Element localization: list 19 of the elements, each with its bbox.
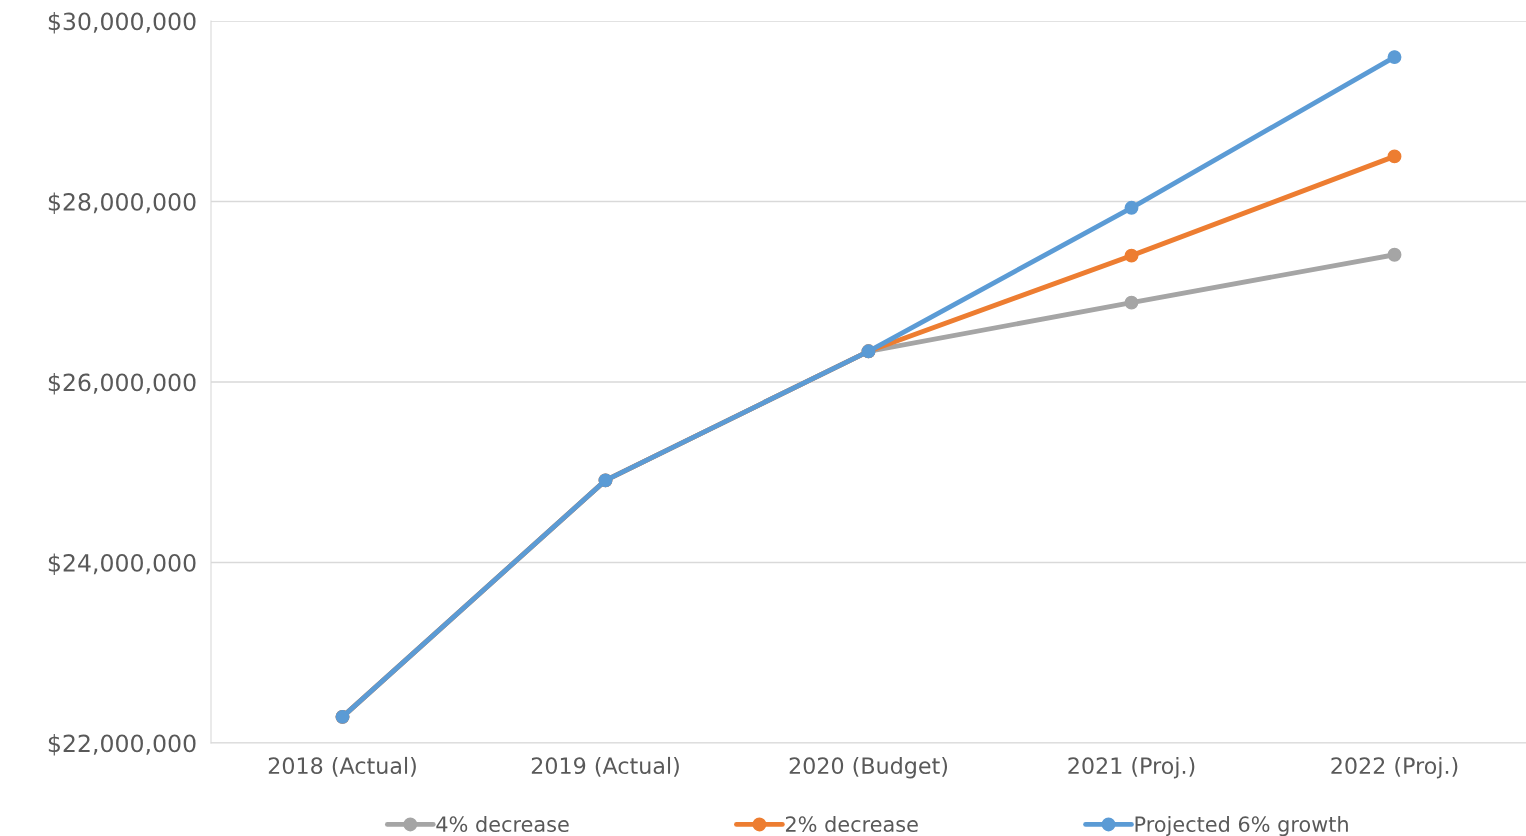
point: [1124, 248, 1139, 263]
x-tick-label: 2020 (Budget): [789, 756, 948, 779]
x-tick-label: 2022 (Proj.): [1331, 756, 1458, 779]
point: [1124, 200, 1139, 215]
x-tick-label: 2018 (Actual): [268, 756, 416, 777]
x-tick-label: 2019 (Actual): [531, 756, 679, 777]
point: [1387, 247, 1402, 262]
point: [1387, 149, 1402, 164]
x-tick-label: 2021 (Proj.): [1068, 756, 1195, 779]
y-tick-label: $30,000,000: [48, 12, 196, 34]
y-tick-label: $22,000,000: [48, 734, 196, 756]
y-tick-label: $28,000,000: [48, 192, 196, 214]
legend-label: 2% decrease: [785, 815, 918, 833]
point: [1124, 295, 1139, 310]
legend-label: Projected 6% growth: [1135, 815, 1348, 836]
y-tick-label: $26,000,000: [48, 373, 196, 395]
legend-label: 4% decrease: [436, 815, 569, 833]
y-tick-label: $24,000,000: [48, 553, 196, 575]
point: [1387, 50, 1402, 65]
